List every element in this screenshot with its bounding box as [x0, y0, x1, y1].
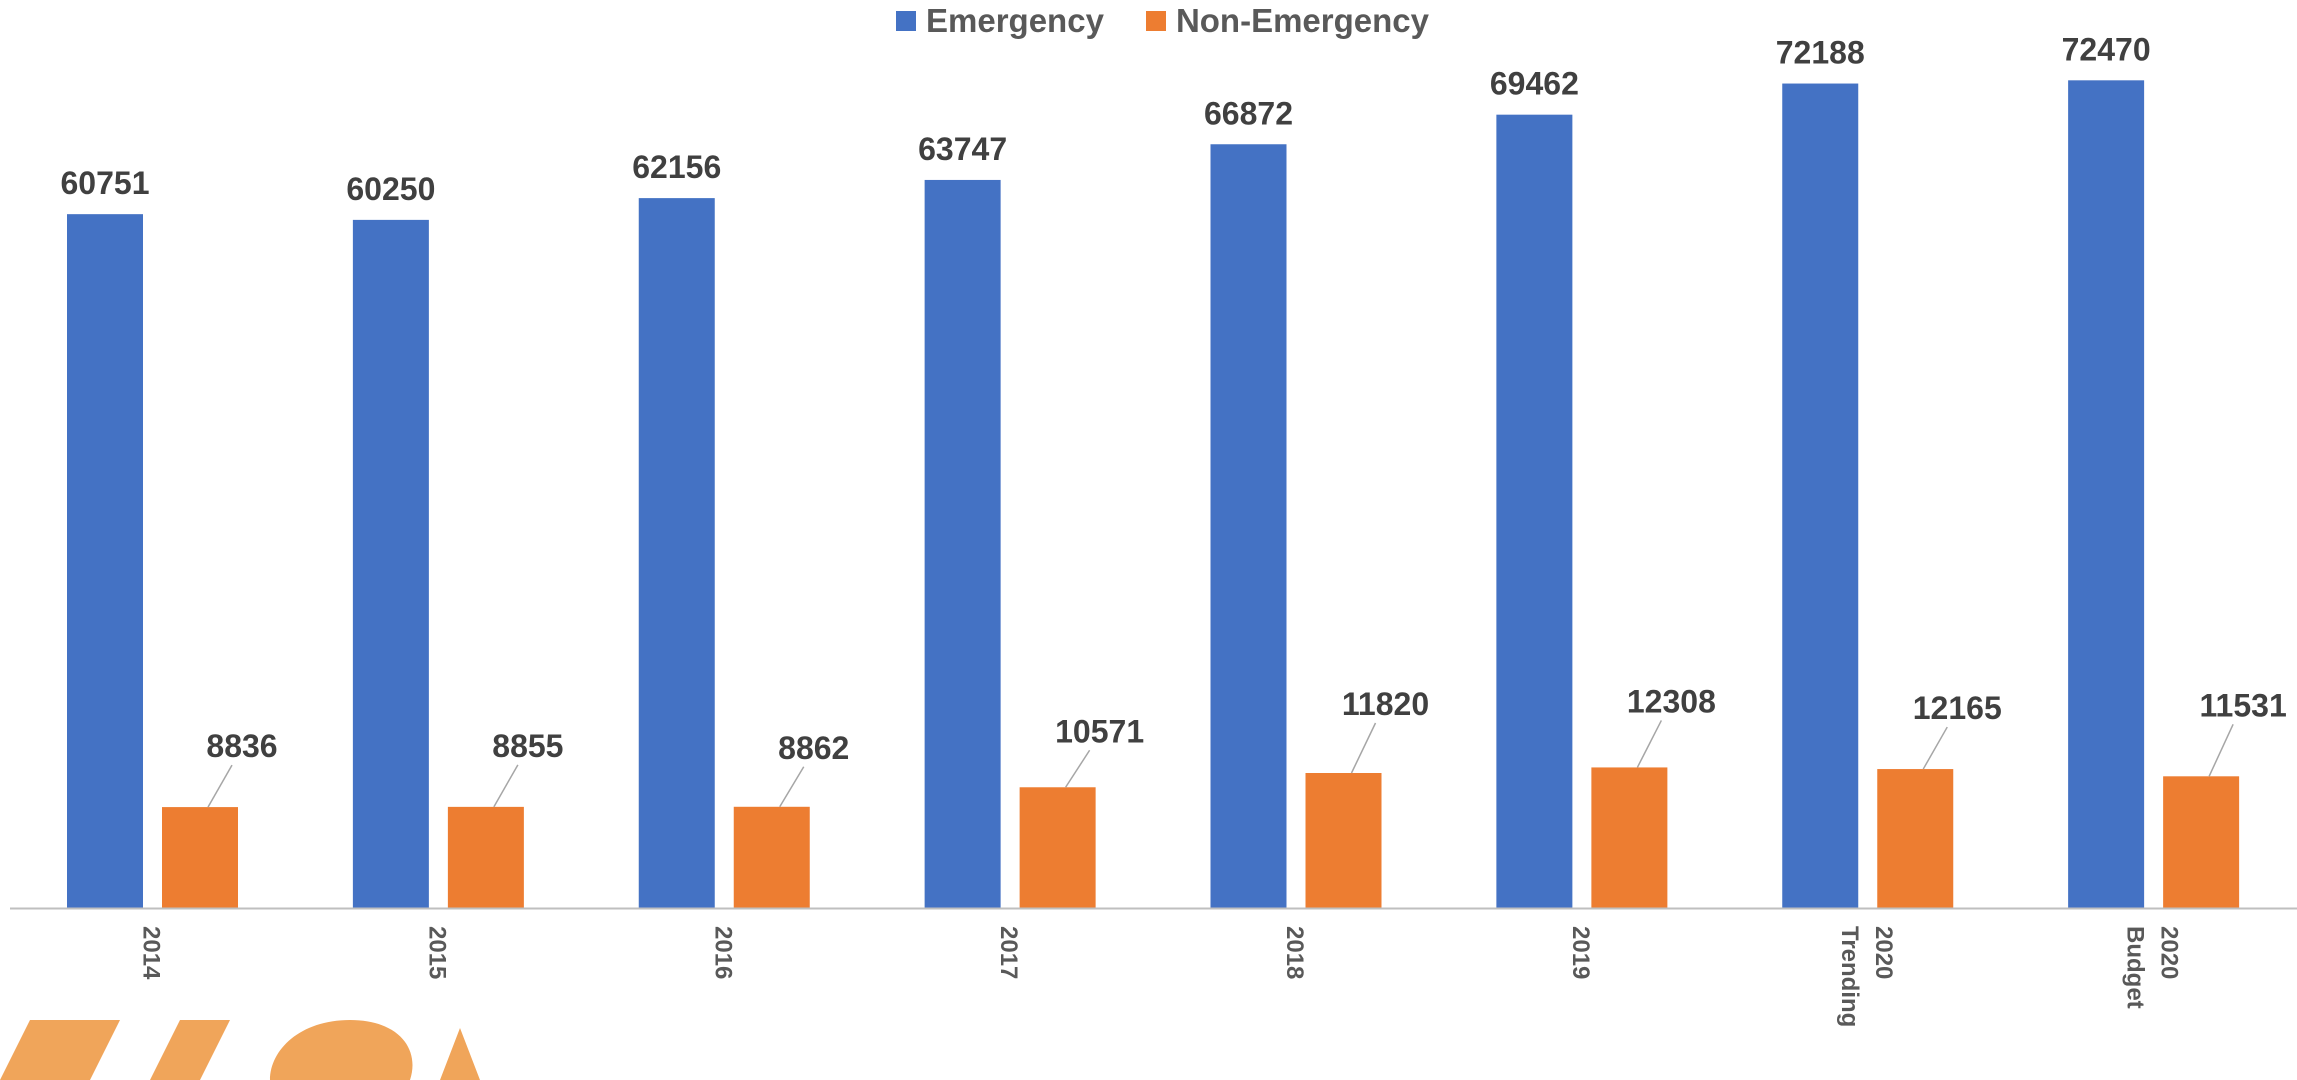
- leader-line-non-emergency-1: [493, 764, 519, 808]
- legend-swatch-non-emergency: [1145, 11, 1166, 31]
- data-label-non-emergency-1: 8855: [492, 728, 563, 764]
- x-tick-label-6-1: Trending: [1836, 926, 1863, 1027]
- bar-chart: 60751 8836 60250 8855 62156 8862 63747 10571 668…: [10, 31, 2297, 1027]
- leader-line-non-emergency-5: [1636, 720, 1663, 768]
- leader-line-non-emergency-4: [1350, 722, 1377, 774]
- bar-non-emergency-0: [162, 807, 238, 908]
- data-label-emergency-7: 72470: [2062, 31, 2151, 67]
- data-label-non-emergency-5: 12308: [1627, 683, 1716, 719]
- x-tick-label-7-0: 2020: [2156, 926, 2183, 979]
- data-label-emergency-2: 62156: [632, 149, 721, 185]
- watermark-logo: [0, 1020, 480, 1080]
- bar-non-emergency-4: [1305, 773, 1382, 908]
- data-label-non-emergency-7: 11531: [2200, 687, 2287, 723]
- bar-emergency-2: [638, 198, 715, 909]
- x-tick-label-5-0: 2019: [1567, 926, 1594, 979]
- x-tick-label-4-0: 2018: [1281, 926, 1308, 979]
- bar-emergency-5: [1496, 114, 1573, 909]
- data-label-emergency-4: 66872: [1204, 95, 1293, 131]
- leader-line-non-emergency-6: [1922, 726, 1948, 770]
- leader-line-non-emergency-7: [2208, 723, 2234, 777]
- bar-emergency-3: [924, 179, 1001, 909]
- legend-item-emergency: Emergency: [896, 2, 1104, 40]
- bar-non-emergency-7: [2163, 776, 2240, 908]
- data-label-emergency-6: 72188: [1776, 35, 1865, 71]
- legend: Emergency Non-Emergency: [896, 2, 1429, 40]
- x-tick-labels-layer: 2014 2015 2016 2017 2018 2019 2020 Trending 2020…: [138, 926, 2183, 1027]
- data-label-emergency-0: 60751: [61, 165, 150, 201]
- legend-label-emergency: Emergency: [926, 2, 1104, 39]
- x-tick-label-1-0: 2015: [423, 926, 450, 979]
- data-label-emergency-5: 69462: [1490, 66, 1579, 102]
- x-tick-label-3-0: 2017: [995, 926, 1022, 979]
- bar-non-emergency-3: [1019, 787, 1096, 908]
- leader-line-non-emergency-3: [1064, 749, 1091, 788]
- bar-emergency-0: [67, 214, 143, 908]
- bar-emergency-7: [2068, 80, 2145, 909]
- legend-item-non-emergency: Non-Emergency: [1145, 2, 1429, 40]
- bar-non-emergency-1: [447, 806, 524, 908]
- data-label-non-emergency-4: 11820: [1342, 686, 1429, 722]
- leader-line-non-emergency-0: [207, 764, 233, 808]
- data-label-non-emergency-3: 10571: [1055, 713, 1144, 749]
- leader-lines-layer: [207, 720, 2234, 808]
- data-label-emergency-1: 60250: [346, 171, 435, 207]
- x-tick-label-2-0: 2016: [709, 926, 736, 979]
- bars-layer: [67, 80, 2240, 909]
- legend-swatch-emergency: [896, 11, 916, 31]
- bar-non-emergency-2: [733, 806, 810, 908]
- leader-line-non-emergency-2: [779, 766, 805, 808]
- bar-emergency-4: [1210, 144, 1287, 909]
- bar-emergency-1: [352, 219, 429, 908]
- x-tick-label-0-0: 2014: [138, 926, 165, 980]
- bar-emergency-6: [1782, 83, 1859, 909]
- data-label-non-emergency-6: 12165: [1913, 690, 2002, 726]
- data-label-emergency-3: 63747: [918, 131, 1007, 167]
- data-labels-layer: 60751 8836 60250 8855 62156 8862 63747 10571 668…: [61, 31, 2287, 765]
- x-tick-label-6-0: 2020: [1870, 926, 1897, 979]
- bar-non-emergency-6: [1877, 769, 1954, 908]
- data-label-non-emergency-2: 8862: [778, 730, 849, 766]
- data-label-non-emergency-0: 8836: [206, 728, 277, 764]
- legend-label-non-emergency: Non-Emergency: [1175, 2, 1429, 39]
- bar-non-emergency-5: [1591, 767, 1668, 908]
- x-tick-label-7-1: Budget: [2122, 926, 2149, 1009]
